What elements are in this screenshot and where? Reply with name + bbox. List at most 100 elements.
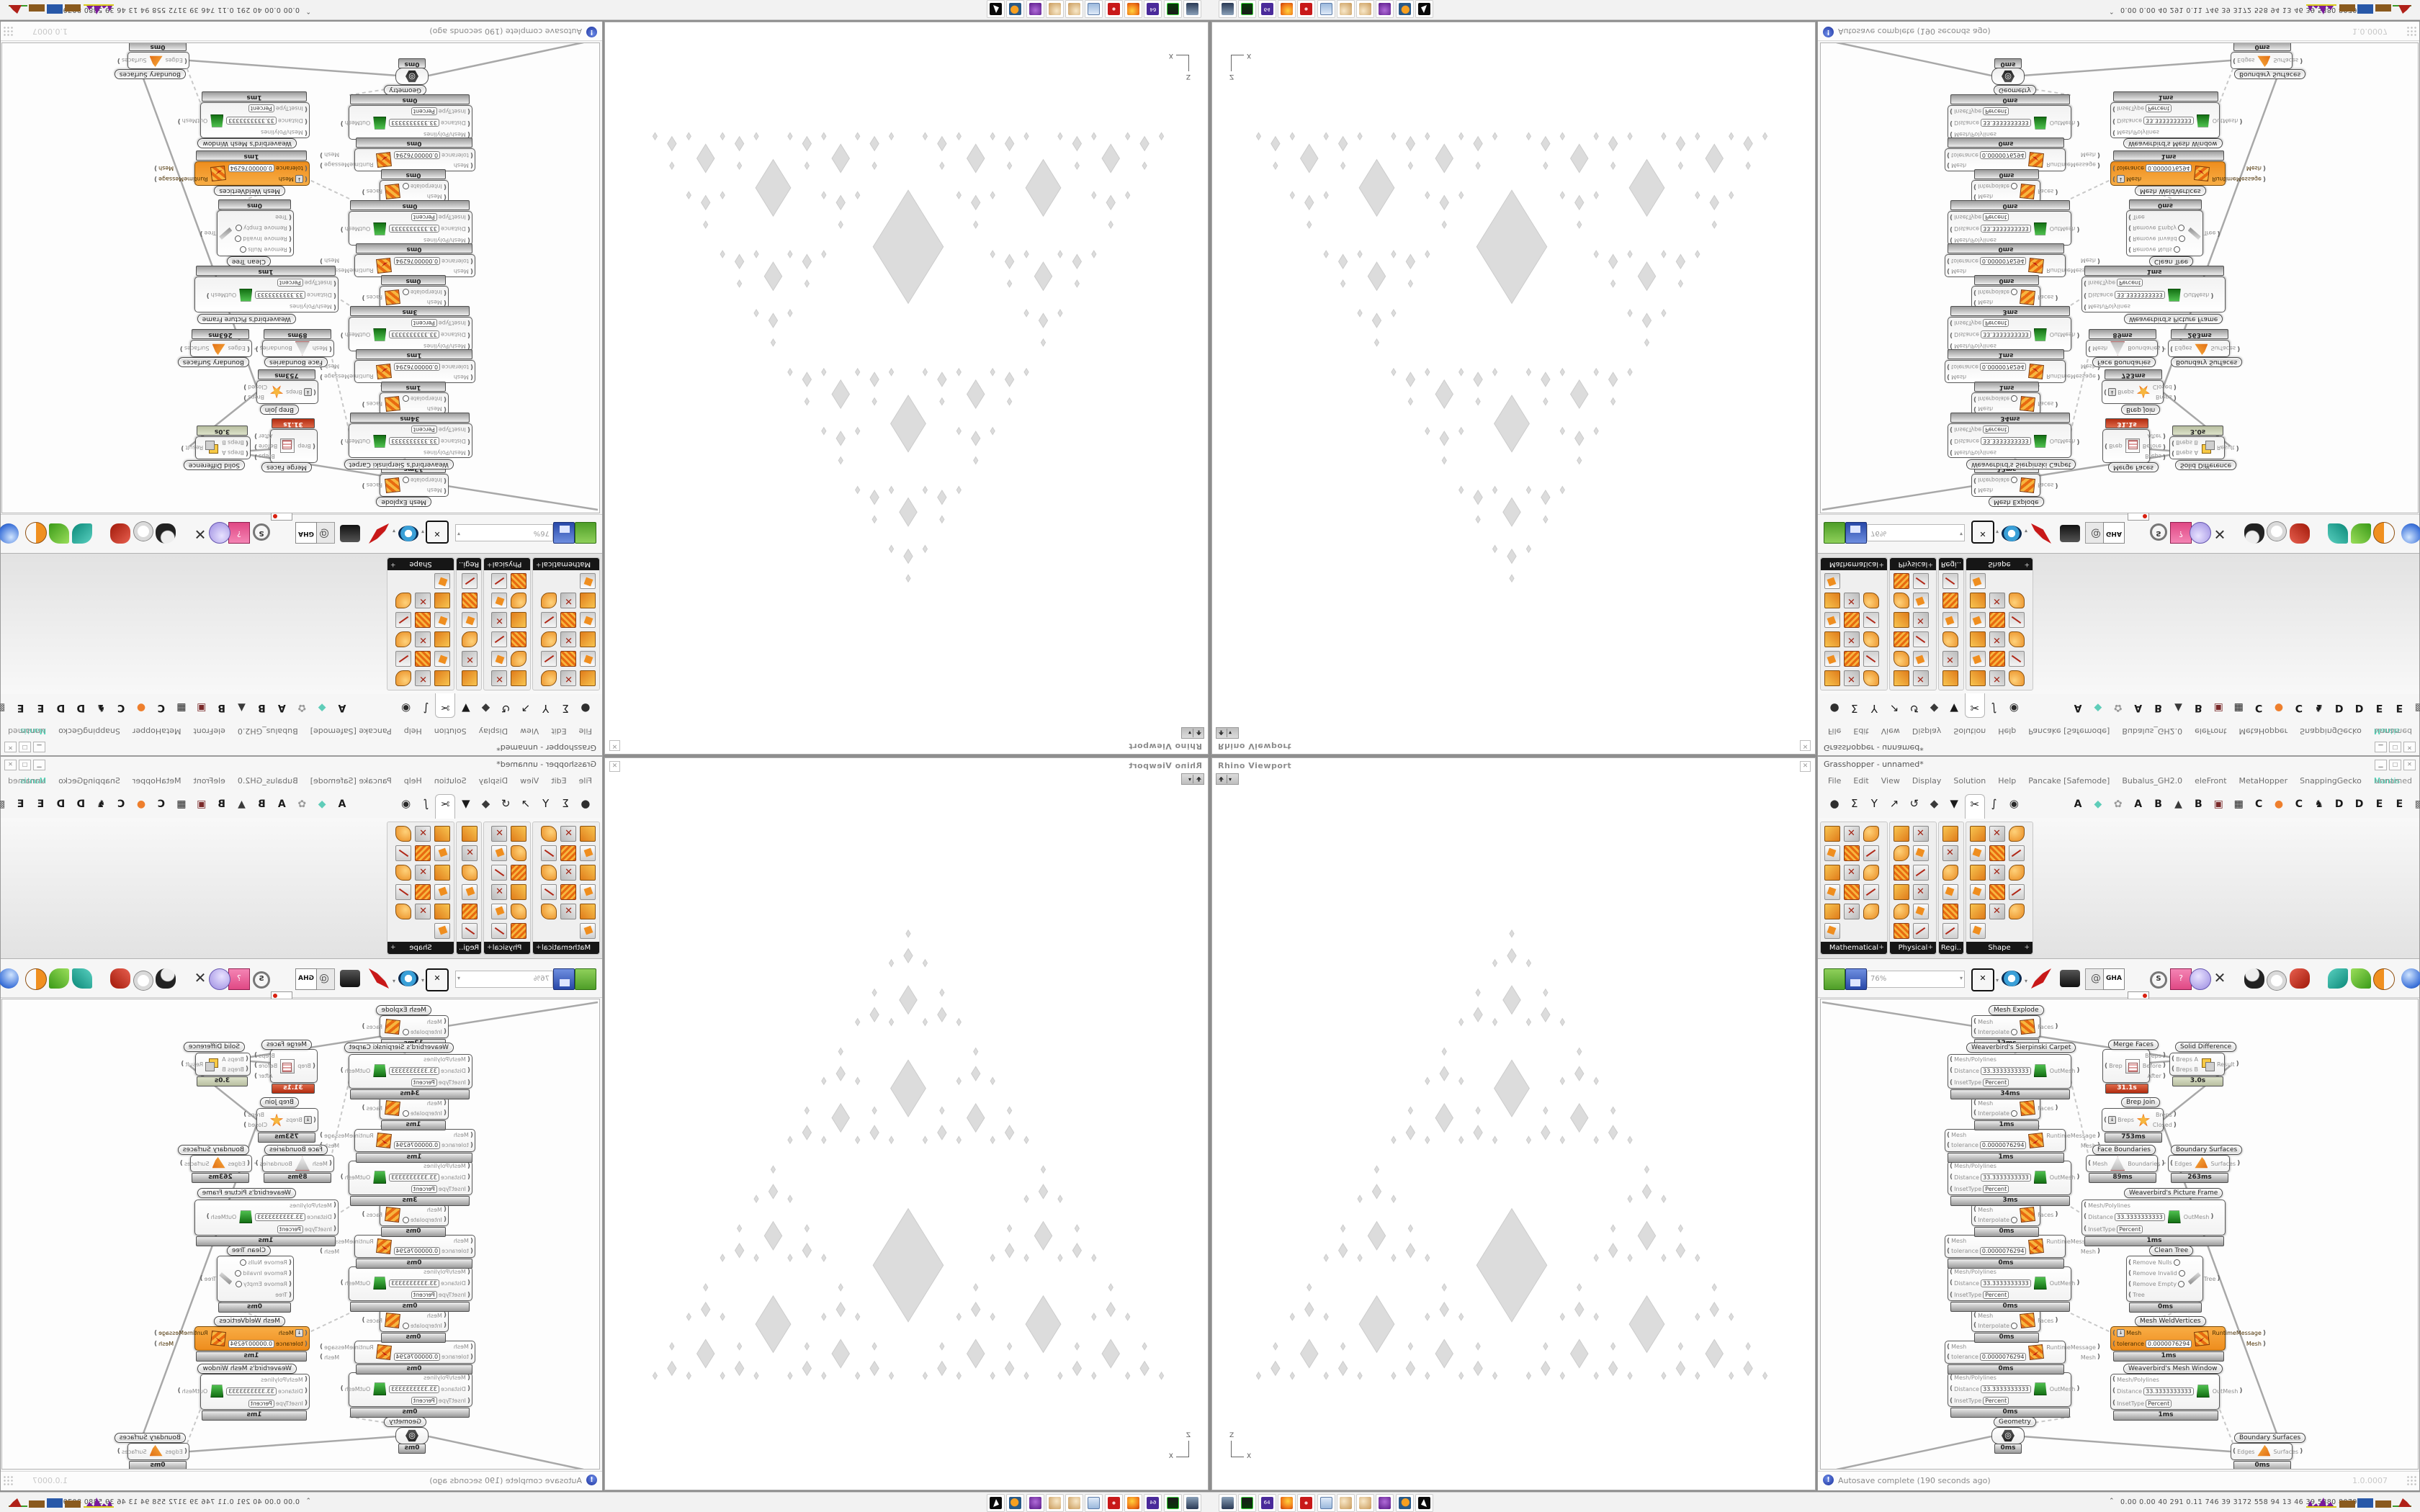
tab-display[interactable]: ◉ xyxy=(401,797,411,810)
component-icon-cell[interactable] xyxy=(539,649,559,669)
value-box[interactable]: 0.0000076294 xyxy=(1979,150,2027,159)
plugin-tab-a1[interactable]: A xyxy=(338,798,346,810)
toggle-circle[interactable] xyxy=(2177,1281,2184,1287)
value-box[interactable]: Percent xyxy=(277,1225,303,1233)
menu-item-bubalus-gh2-0[interactable]: Bubalus_GH2.0 xyxy=(237,726,298,736)
input-port-interpolate[interactable]: (Interpolate xyxy=(1973,1322,2018,1329)
output-port-runtimemessage[interactable]: RuntimeMessage) xyxy=(2212,175,2267,183)
preview-shell-dark-icon[interactable] xyxy=(156,523,176,544)
minimize-button[interactable]: ▁ xyxy=(2375,760,2387,770)
palette-group-label[interactable]: Physical + xyxy=(484,558,530,570)
output-port-surfaces[interactable]: Surfaces) xyxy=(2210,345,2241,352)
component-icon-cell[interactable] xyxy=(1842,882,1861,901)
value-box[interactable]: 0.0000076294 xyxy=(393,1353,441,1362)
canvas-zoom-input[interactable] xyxy=(1867,970,1965,988)
component-icon-cell[interactable] xyxy=(1940,824,1960,843)
value-box[interactable]: Percent xyxy=(1983,1185,2009,1194)
component-icon-cell[interactable] xyxy=(539,591,559,611)
document-selector[interactable]: unnamed xyxy=(2374,726,2412,736)
component-icon-cell[interactable] xyxy=(559,649,578,669)
toggle-circle[interactable] xyxy=(236,225,243,231)
component-icon-cell[interactable] xyxy=(1911,649,1930,669)
taskbar-floppy64-icon[interactable] xyxy=(1144,0,1162,18)
menu-item-display[interactable]: Display xyxy=(1912,726,1942,736)
component-icon-cell[interactable] xyxy=(433,901,452,921)
output-port-before[interactable]: Before) xyxy=(2142,1062,2166,1070)
plugin-tab-mountain[interactable]: ▲ xyxy=(238,702,246,714)
value-box[interactable]: 33.3333333333 xyxy=(1981,225,2031,233)
component-icon-cell[interactable] xyxy=(509,611,529,630)
wire-display-icon[interactable]: ✕ xyxy=(194,969,207,986)
plugin-tab-b1[interactable]: B xyxy=(2154,798,2162,810)
component-icon-cell[interactable] xyxy=(509,901,529,921)
value-box[interactable]: 33.3333333333 xyxy=(2143,117,2194,125)
package-help-icon[interactable]: ? xyxy=(2170,522,2192,544)
menu-item-bubalus-gh2-0[interactable]: Bubalus_GH2.0 xyxy=(2122,776,2183,786)
output-port-mesh[interactable]: Mesh) xyxy=(2246,1340,2267,1348)
menu-item-file[interactable]: File xyxy=(578,726,592,736)
grasshopper-node[interactable]: (Mesh/Polylines(Distance 33.3333333333 Out… xyxy=(2081,1200,2226,1236)
component-icon-cell[interactable] xyxy=(539,824,559,843)
preview-shell-light-icon[interactable] xyxy=(2267,522,2286,541)
component-icon-cell[interactable] xyxy=(1891,901,1911,921)
tab-curve[interactable]: ↺ xyxy=(1909,797,1919,810)
node-name-tag[interactable]: Boundary Surfaces xyxy=(114,69,186,79)
value-box[interactable]: 33.3333333333 xyxy=(1981,1279,2031,1287)
component-icon-cell[interactable] xyxy=(1861,669,1881,688)
node-name-tag[interactable]: Boundary Surfaces xyxy=(2234,69,2306,79)
input-port-breps[interactable]: (↓ Breps xyxy=(286,1116,316,1124)
input-port-tolerance[interactable]: (tolerance 0.0000076294 xyxy=(1947,1353,2027,1362)
tab-surface[interactable]: ◆ xyxy=(1930,702,1939,715)
save-file-icon[interactable] xyxy=(553,522,575,544)
node-name-tag[interactable]: Weaverbird's Picture Frame xyxy=(2124,314,2223,324)
node-name-tag[interactable]: Mesh WeldVertices xyxy=(214,1316,285,1326)
chevron-down-icon[interactable]: ▾ xyxy=(421,528,425,535)
menu-item-help[interactable]: Help xyxy=(1998,776,2017,786)
component-icon-cell[interactable] xyxy=(490,824,509,843)
output-port-surfaces[interactable]: Surfaces) xyxy=(117,57,147,64)
taskbar-firefox-icon[interactable] xyxy=(1277,0,1296,18)
component-icon-cell[interactable] xyxy=(1891,630,1911,649)
plugin-tab-bird[interactable]: ♞ xyxy=(2314,798,2324,810)
grasshopper-node[interactable]: (↓ Breps Breps) Closed) xyxy=(243,1108,318,1132)
input-port-interpolate[interactable]: (Interpolate xyxy=(1973,395,2018,402)
tab-transform[interactable]: ∫ xyxy=(1991,797,1997,810)
component-icon-cell[interactable] xyxy=(394,669,413,688)
component-icon-cell[interactable] xyxy=(559,824,578,843)
plugin-tab-orange[interactable]: ● xyxy=(136,702,146,714)
toggle-circle[interactable] xyxy=(2011,1216,2018,1223)
open-file-icon[interactable] xyxy=(1824,522,1845,544)
taskbar-calculator-icon[interactable] xyxy=(1317,1494,1335,1512)
component-icon-cell[interactable] xyxy=(2007,649,2026,669)
preview-green-icon[interactable] xyxy=(2351,968,2371,989)
component-icon-cell[interactable] xyxy=(1940,611,1960,630)
input-port-edges[interactable]: (Edges xyxy=(2170,345,2192,352)
gha-assembly-icon[interactable]: GHA xyxy=(2103,522,2125,544)
tab-transform[interactable]: ∫ xyxy=(423,702,429,715)
preview-split-icon[interactable] xyxy=(25,968,47,990)
close-button[interactable]: ✕ xyxy=(4,742,17,752)
tab-vector[interactable]: ↗ xyxy=(521,797,531,810)
input-port-tolerance[interactable]: (tolerance 0.0000076294 xyxy=(393,1353,473,1362)
component-icon-cell[interactable] xyxy=(1940,572,1960,591)
grasshopper-node[interactable]: (Edges Surfaces) xyxy=(117,52,189,69)
gha-assembly-icon[interactable]: GHA xyxy=(295,522,317,544)
input-port-mesh[interactable]: (Mesh xyxy=(1947,1237,1967,1245)
node-name-tag[interactable]: Weaverbird's Sierpinski Carpet xyxy=(344,459,454,469)
grasshopper-node[interactable]: (Mesh(tolerance 0.0000076294 RuntimeMessag… xyxy=(320,1341,475,1364)
wire-display-icon[interactable]: ✕ xyxy=(194,526,207,543)
palette-expand-icon[interactable]: + xyxy=(390,561,396,568)
find-icon[interactable]: S xyxy=(2150,971,2167,989)
tab-sets[interactable]: Y xyxy=(542,797,550,810)
taskbar-disk-utility-icon[interactable] xyxy=(1163,0,1182,18)
input-port-breps[interactable]: (↓ Breps xyxy=(286,388,316,396)
input-port-mesh[interactable]: (↓ Mesh xyxy=(2112,1329,2142,1337)
grasshopper-node[interactable]: (Edges Surfaces) xyxy=(2231,52,2303,69)
tab-display[interactable]: ◉ xyxy=(401,702,411,715)
node-name-tag[interactable]: Brep Join xyxy=(259,405,299,415)
taskbar-owl-app-icon[interactable] xyxy=(1376,0,1394,18)
component-icon-cell[interactable] xyxy=(1891,591,1911,611)
plugin-tab-shield[interactable]: ▣ xyxy=(2213,702,2223,714)
input-port-breps[interactable]: (↓ Breps xyxy=(2104,1116,2134,1124)
plugin-tab-bird[interactable]: ♞ xyxy=(96,702,106,714)
